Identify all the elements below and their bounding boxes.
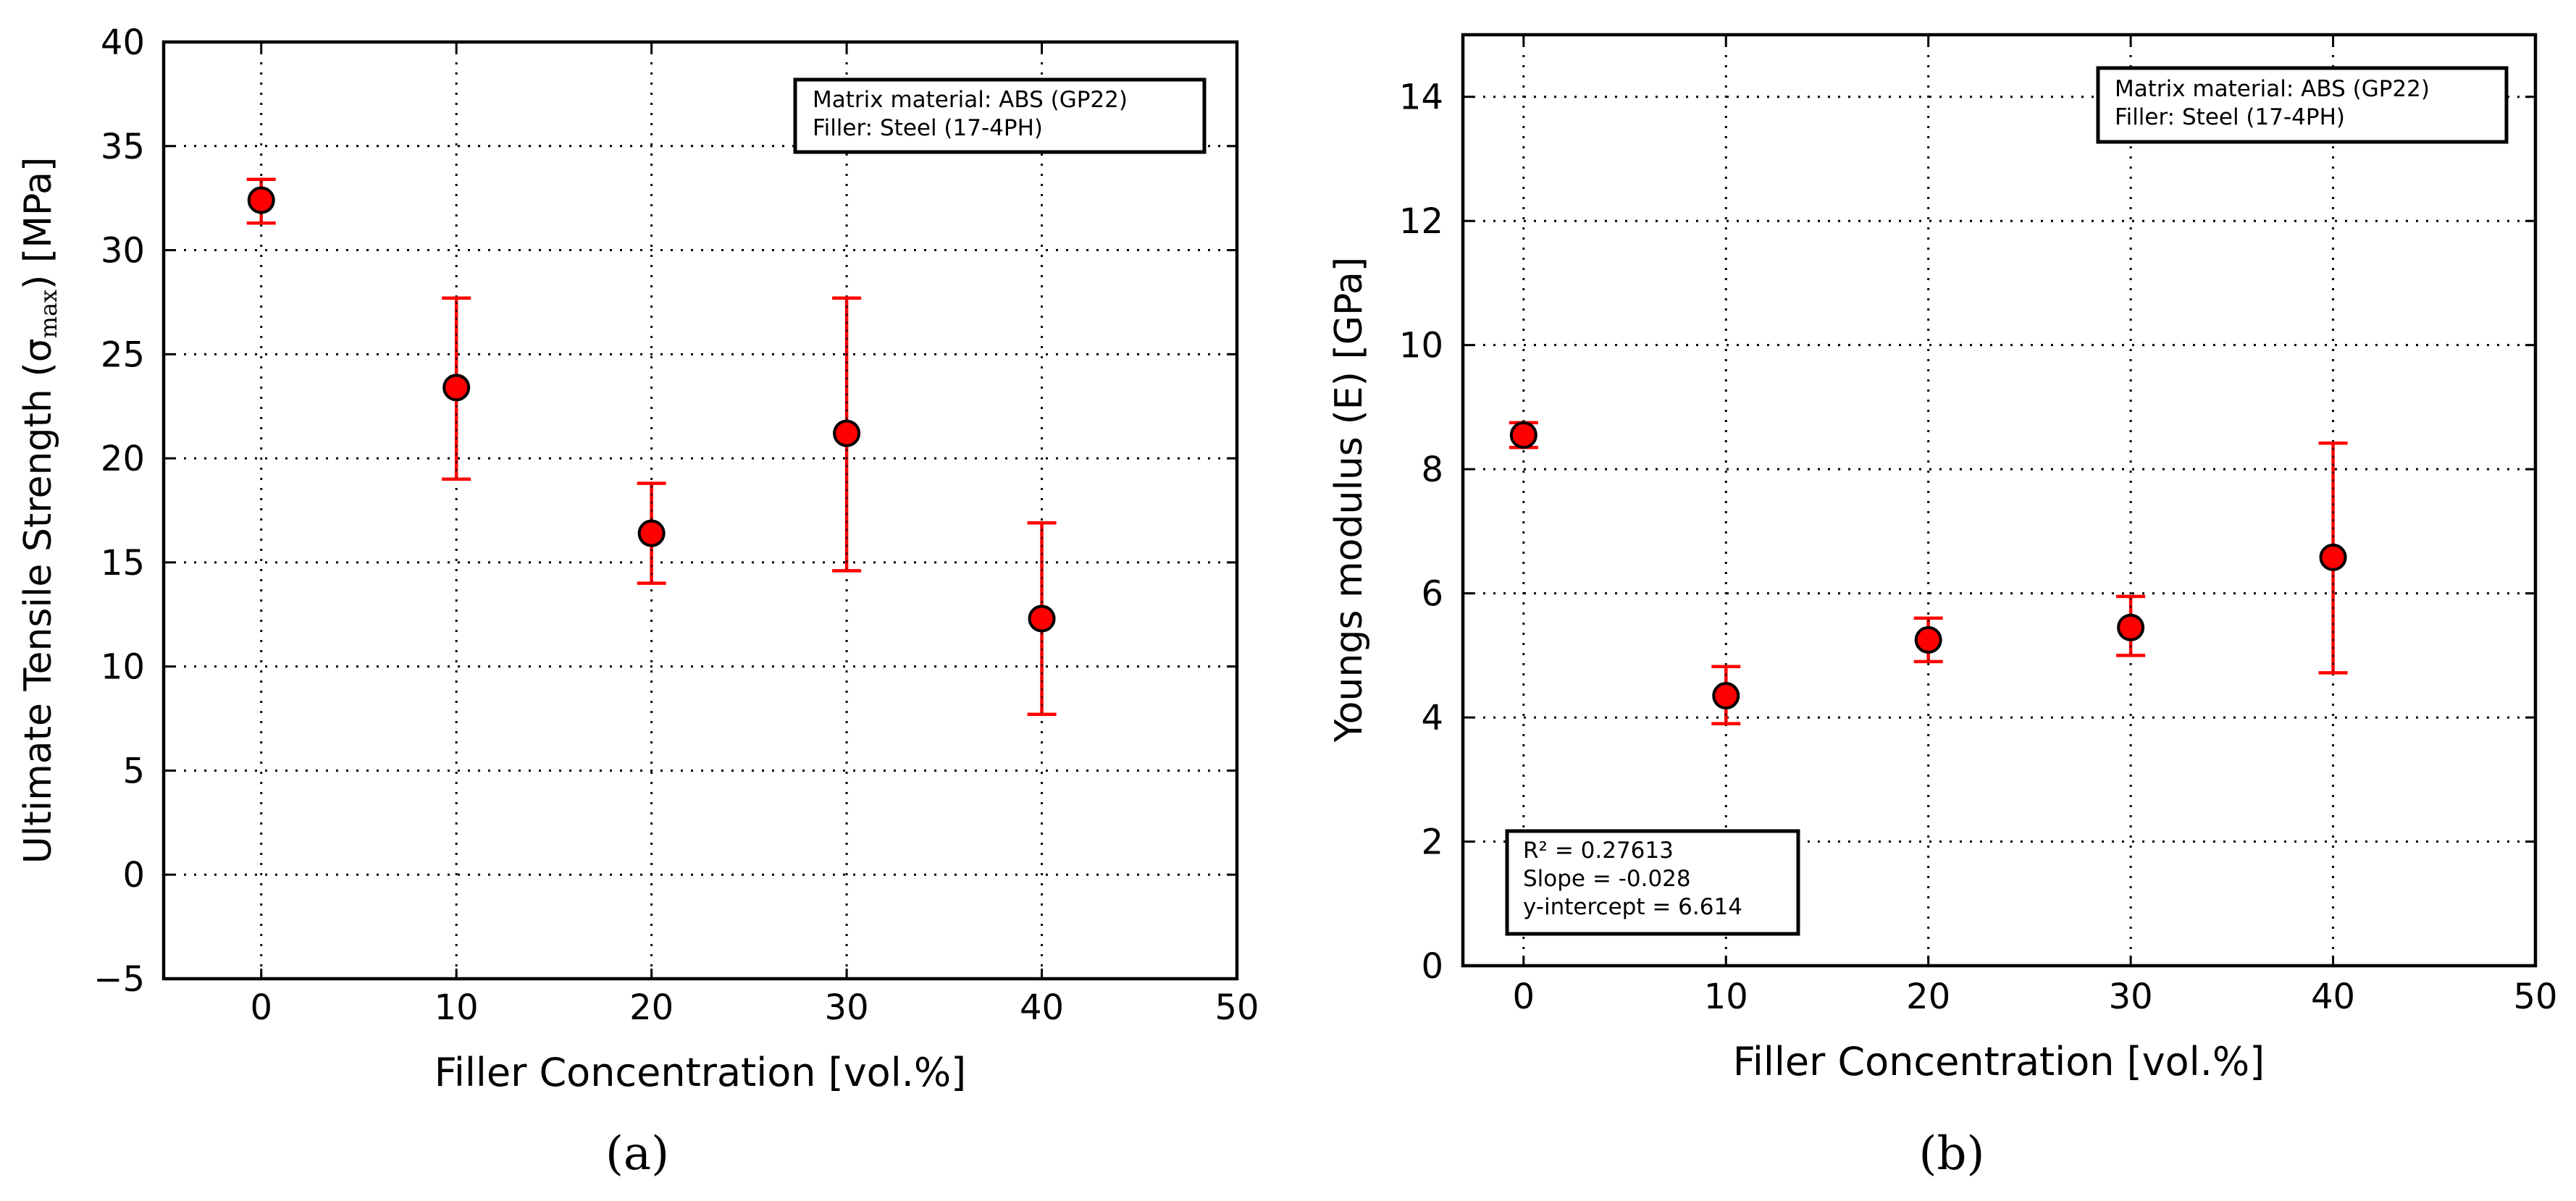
panel-b-stats-r2: R² = 0.27613 [1523,838,1674,864]
panel-a-legend-line-2: Filler: Steel (17-4PH) [813,115,1043,141]
panel-b-x-tick-labels: 0 10 20 30 40 50 [1513,977,2558,1017]
x-tick-label: 20 [1906,977,1950,1017]
x-tick-label: 10 [1704,977,1748,1017]
panel-a-caption: (a) [605,1127,669,1181]
panel-a-tensile-strength: 0 10 20 30 40 50 −5 0 5 10 15 20 25 30 35 40 Matrix ma… [17,22,1259,1181]
y-tick-label: 10 [101,647,145,688]
panel-a-legend-box: Matrix material: ABS (GP22) Filler: Stee… [793,77,1207,154]
x-tick-label: 30 [2109,977,2153,1017]
y-tick-label: 14 [1399,77,1443,118]
panel-a-data-points [247,186,1056,633]
x-tick-label: 0 [1513,977,1535,1017]
panel-a-y-axis-label-main: Ultimate Tensile Strength (σ [17,338,60,864]
x-tick-label: 50 [2513,977,2557,1017]
x-tick-label: 10 [435,987,479,1028]
x-tick-label: 40 [2311,977,2355,1017]
x-tick-label: 40 [1020,987,1064,1028]
y-tick-label: −5 [93,959,145,1000]
data-point [442,374,471,402]
y-tick-label: 30 [101,231,145,271]
y-tick-label: 12 [1399,201,1443,242]
data-point [1028,604,1056,633]
panel-b-plot-frame [1461,33,2538,968]
panel-b-y-tick-labels: 0 2 4 6 8 10 12 14 [1399,77,1443,987]
panel-b-legend-box: Matrix material: ABS (GP22) Filler: Stee… [2096,66,2509,144]
panel-a-grid [164,42,1237,979]
data-point [1914,625,1942,654]
panel-a-ticks [164,41,1238,980]
y-tick-label: 35 [101,127,145,167]
panel-a-x-axis-label: Filler Concentration [vol.%] [435,1050,967,1095]
panel-b-caption: (b) [1919,1127,1985,1181]
panel-a-x-tick-labels: 0 10 20 30 40 50 [250,987,1259,1028]
y-tick-label: 2 [1421,822,1443,863]
y-tick-label: 0 [1421,946,1443,987]
panel-b-stats-slope: Slope = -0.028 [1523,866,1691,892]
panel-a-plot-frame [161,40,1239,981]
panel-b-y-axis-label: Youngs modulus (E) [GPa] [1327,257,1371,743]
data-point [1712,682,1740,710]
y-tick-label: 10 [1399,326,1443,366]
panel-b-stats-intercept: y-intercept = 6.614 [1523,894,1742,920]
data-point [247,186,275,214]
x-tick-label: 50 [1214,987,1259,1028]
y-tick-label: 0 [122,855,145,896]
data-point [1509,421,1537,449]
x-tick-label: 0 [250,987,272,1028]
panel-b-ticks [1463,35,2537,967]
y-tick-label: 25 [101,334,145,375]
data-point [637,519,666,547]
panel-b-x-axis-label: Filler Concentration [vol.%] [1733,1039,2265,1084]
x-tick-label: 20 [629,987,674,1028]
panel-b-youngs-modulus: 0 10 20 30 40 50 0 2 4 6 8 10 12 14 Matrix material:… [1327,33,2558,1181]
data-point [2117,613,2145,641]
panel-a-legend-line-1: Matrix material: ABS (GP22) [813,87,1128,113]
y-tick-label: 15 [101,543,145,583]
y-tick-label: 5 [122,751,145,791]
y-tick-label: 8 [1421,450,1443,490]
data-point [2319,543,2347,571]
panel-b-legend-line-2: Filler: Steel (17-4PH) [2115,104,2345,130]
y-tick-label: 6 [1421,574,1443,615]
panel-a-y-axis-label: Ultimate Tensile Strength (σmax) [MPa] [17,157,62,864]
panel-a-y-axis-label-end: ) [MPa] [17,157,60,290]
panel-b-stats-box: R² = 0.27613 Slope = -0.028 y-intercept … [1505,829,1800,936]
panel-a-y-axis-label-sub: max [35,290,62,338]
panel-b-data-points [1509,421,2347,710]
panel-a-error-bars [246,177,1057,717]
panel-a-y-tick-labels: −5 0 5 10 15 20 25 30 35 40 [93,22,145,1000]
y-tick-label: 4 [1421,698,1443,738]
panel-b-legend-line-1: Matrix material: ABS (GP22) [2115,76,2430,102]
y-tick-label: 20 [101,439,145,479]
x-tick-label: 30 [825,987,869,1028]
y-tick-label: 40 [101,22,145,63]
data-point [833,419,861,447]
panel-b-grid [1463,35,2535,966]
